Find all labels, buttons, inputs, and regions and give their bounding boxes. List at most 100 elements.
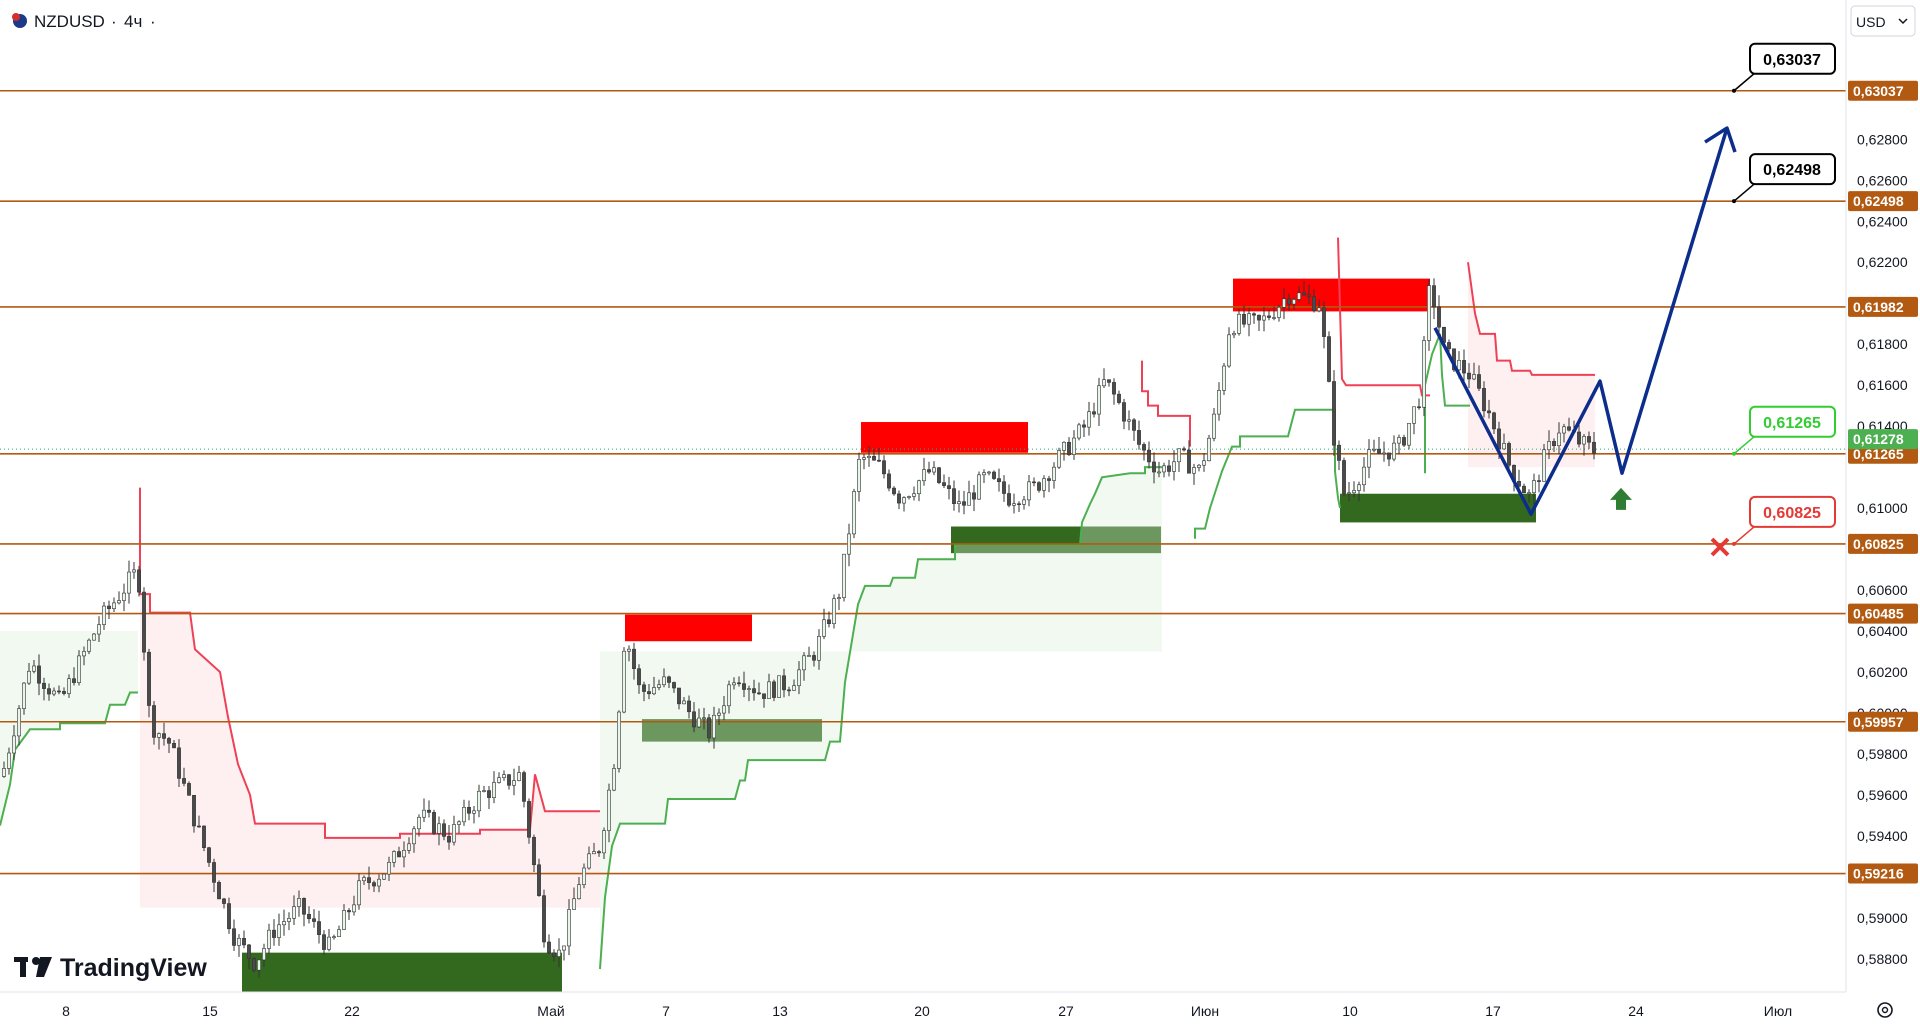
- candle: [1062, 441, 1066, 461]
- level-tag-label: 0,61265: [1853, 446, 1904, 462]
- candle: [1587, 431, 1591, 449]
- candle: [407, 837, 411, 854]
- candle-body: [157, 733, 161, 738]
- candle-body: [302, 898, 306, 915]
- candle: [697, 708, 701, 728]
- candle: [1127, 410, 1131, 431]
- candle-body: [147, 651, 151, 706]
- candle-body: [717, 712, 721, 716]
- candle: [1067, 437, 1071, 457]
- supply-zone[interactable]: [625, 614, 752, 642]
- candle: [1387, 452, 1391, 467]
- candle-body: [1587, 436, 1591, 443]
- candle-body: [1502, 443, 1506, 450]
- candle-body: [1102, 379, 1106, 387]
- price-callout[interactable]: 0,61265: [1732, 405, 1836, 456]
- candle: [162, 722, 166, 746]
- price-tick-label: 0,62600: [1857, 172, 1908, 188]
- candle-body: [792, 685, 796, 691]
- candle-body: [187, 783, 191, 796]
- candle-body: [482, 790, 486, 792]
- candle: [1547, 430, 1551, 459]
- demand-zone[interactable]: [951, 526, 1161, 554]
- candle-body: [1097, 385, 1101, 415]
- candle: [1157, 461, 1161, 478]
- level-tag-bg: [1848, 533, 1918, 554]
- candle-body: [257, 959, 261, 971]
- supply-zone[interactable]: [861, 422, 1028, 453]
- candle-body: [122, 592, 126, 601]
- candle-body: [782, 675, 786, 691]
- gear-icon[interactable]: [1877, 1002, 1893, 1018]
- candle-body: [1392, 442, 1396, 460]
- candle: [197, 815, 201, 828]
- trailing-stop-green: [1194, 408, 1341, 539]
- candle: [952, 480, 956, 511]
- candle-body: [307, 913, 311, 920]
- candle: [257, 959, 261, 978]
- candle-body: [527, 801, 531, 838]
- candle-body: [487, 790, 491, 798]
- candle: [1077, 422, 1081, 441]
- candle-body: [887, 473, 891, 489]
- candle: [37, 654, 41, 696]
- current-price-bg: [1848, 429, 1918, 450]
- candle: [1032, 477, 1036, 487]
- candle-body: [592, 851, 596, 855]
- candle: [922, 457, 926, 486]
- candle: [1242, 305, 1246, 328]
- candle: [327, 929, 331, 952]
- symbol-header[interactable]: NZDUSD · 4ч ·: [12, 12, 156, 31]
- candle: [307, 906, 311, 924]
- supply-zone[interactable]: [1233, 278, 1430, 312]
- candle: [522, 770, 526, 808]
- candle: [97, 616, 101, 643]
- candle-body: [917, 480, 921, 495]
- candle: [657, 679, 661, 691]
- trail-fill: [140, 487, 600, 908]
- price-axis-ticks: 0,62800 0,62600 0,62400 0,62200 0,61800 0,616…: [1848, 80, 1918, 1008]
- candle-body: [267, 929, 271, 949]
- candle-body: [442, 823, 446, 837]
- candle-body: [1112, 382, 1116, 395]
- candle-body: [977, 474, 981, 500]
- price-axis[interactable]: [1846, 0, 1920, 992]
- candle-body: [772, 681, 776, 698]
- time-axis[interactable]: [0, 992, 1920, 1030]
- candle: [872, 449, 876, 461]
- candle-body: [317, 921, 321, 935]
- candle: [297, 890, 301, 917]
- forecast-path[interactable]: [1433, 127, 1729, 516]
- candle-body: [517, 772, 521, 781]
- candle: [1487, 399, 1491, 419]
- candle-body: [2, 768, 6, 777]
- candle: [1247, 307, 1251, 337]
- candle-body: [962, 501, 966, 506]
- level-price-tag: 0,63037: [1848, 80, 1918, 101]
- candle-body: [417, 816, 421, 830]
- currency-button[interactable]: USD: [1850, 5, 1916, 37]
- candle-body: [447, 836, 451, 843]
- price-callout[interactable]: 0,63037: [1732, 42, 1836, 93]
- candle: [862, 454, 866, 470]
- candle: [1122, 398, 1126, 430]
- tradingview-logo[interactable]: TradingView: [14, 954, 207, 982]
- candle-body: [682, 700, 686, 705]
- candle-body: [1282, 298, 1286, 308]
- demand-zone[interactable]: [642, 719, 822, 742]
- candle: [1467, 363, 1471, 389]
- candle: [637, 664, 641, 694]
- price-callout[interactable]: 0,62498: [1732, 153, 1836, 204]
- candle-body: [42, 682, 46, 689]
- demand-zone[interactable]: [1340, 493, 1536, 523]
- candle: [1142, 442, 1146, 461]
- candle-body: [1467, 372, 1471, 380]
- candle: [597, 850, 601, 857]
- candle-body: [847, 533, 851, 555]
- candle-body: [967, 492, 971, 506]
- candle: [707, 714, 711, 743]
- price-callout[interactable]: 0,60825: [1732, 495, 1836, 546]
- candle: [1282, 287, 1286, 320]
- candle-body: [117, 600, 121, 604]
